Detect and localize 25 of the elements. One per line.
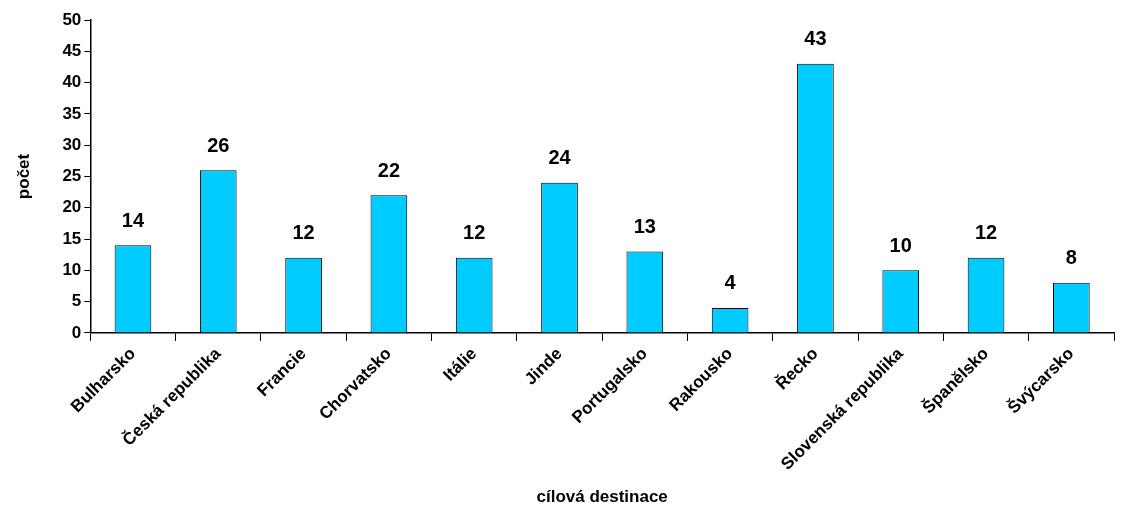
y-tick-label: 5	[71, 291, 82, 311]
y-tick-label: 35	[62, 103, 82, 123]
data-label: 43	[804, 27, 827, 50]
y-tick-label: 10	[62, 260, 82, 280]
data-label: 12	[463, 221, 486, 244]
y-tick-label: 40	[62, 72, 82, 92]
data-label: 12	[292, 221, 315, 244]
y-tick-label: 45	[62, 40, 82, 60]
data-label: 8	[1065, 246, 1077, 269]
y-axis-title: počet	[13, 153, 33, 200]
x-axis-title: cílová destinace	[536, 487, 668, 507]
data-label: 14	[121, 208, 145, 231]
data-label: 4	[724, 271, 737, 294]
y-tick-label: 50	[62, 9, 82, 29]
y-tick-label: 20	[62, 197, 82, 217]
data-label: 22	[377, 158, 401, 181]
y-tick-label: 0	[71, 322, 82, 342]
data-label: 12	[974, 221, 998, 244]
y-tick-label: 15	[62, 228, 82, 248]
y-tick-label: 30	[62, 134, 82, 154]
data-label: 24	[548, 146, 572, 169]
data-label: 13	[633, 215, 656, 238]
data-label: 10	[889, 233, 912, 256]
data-label: 26	[207, 133, 230, 156]
y-tick-label: 25	[62, 166, 82, 186]
